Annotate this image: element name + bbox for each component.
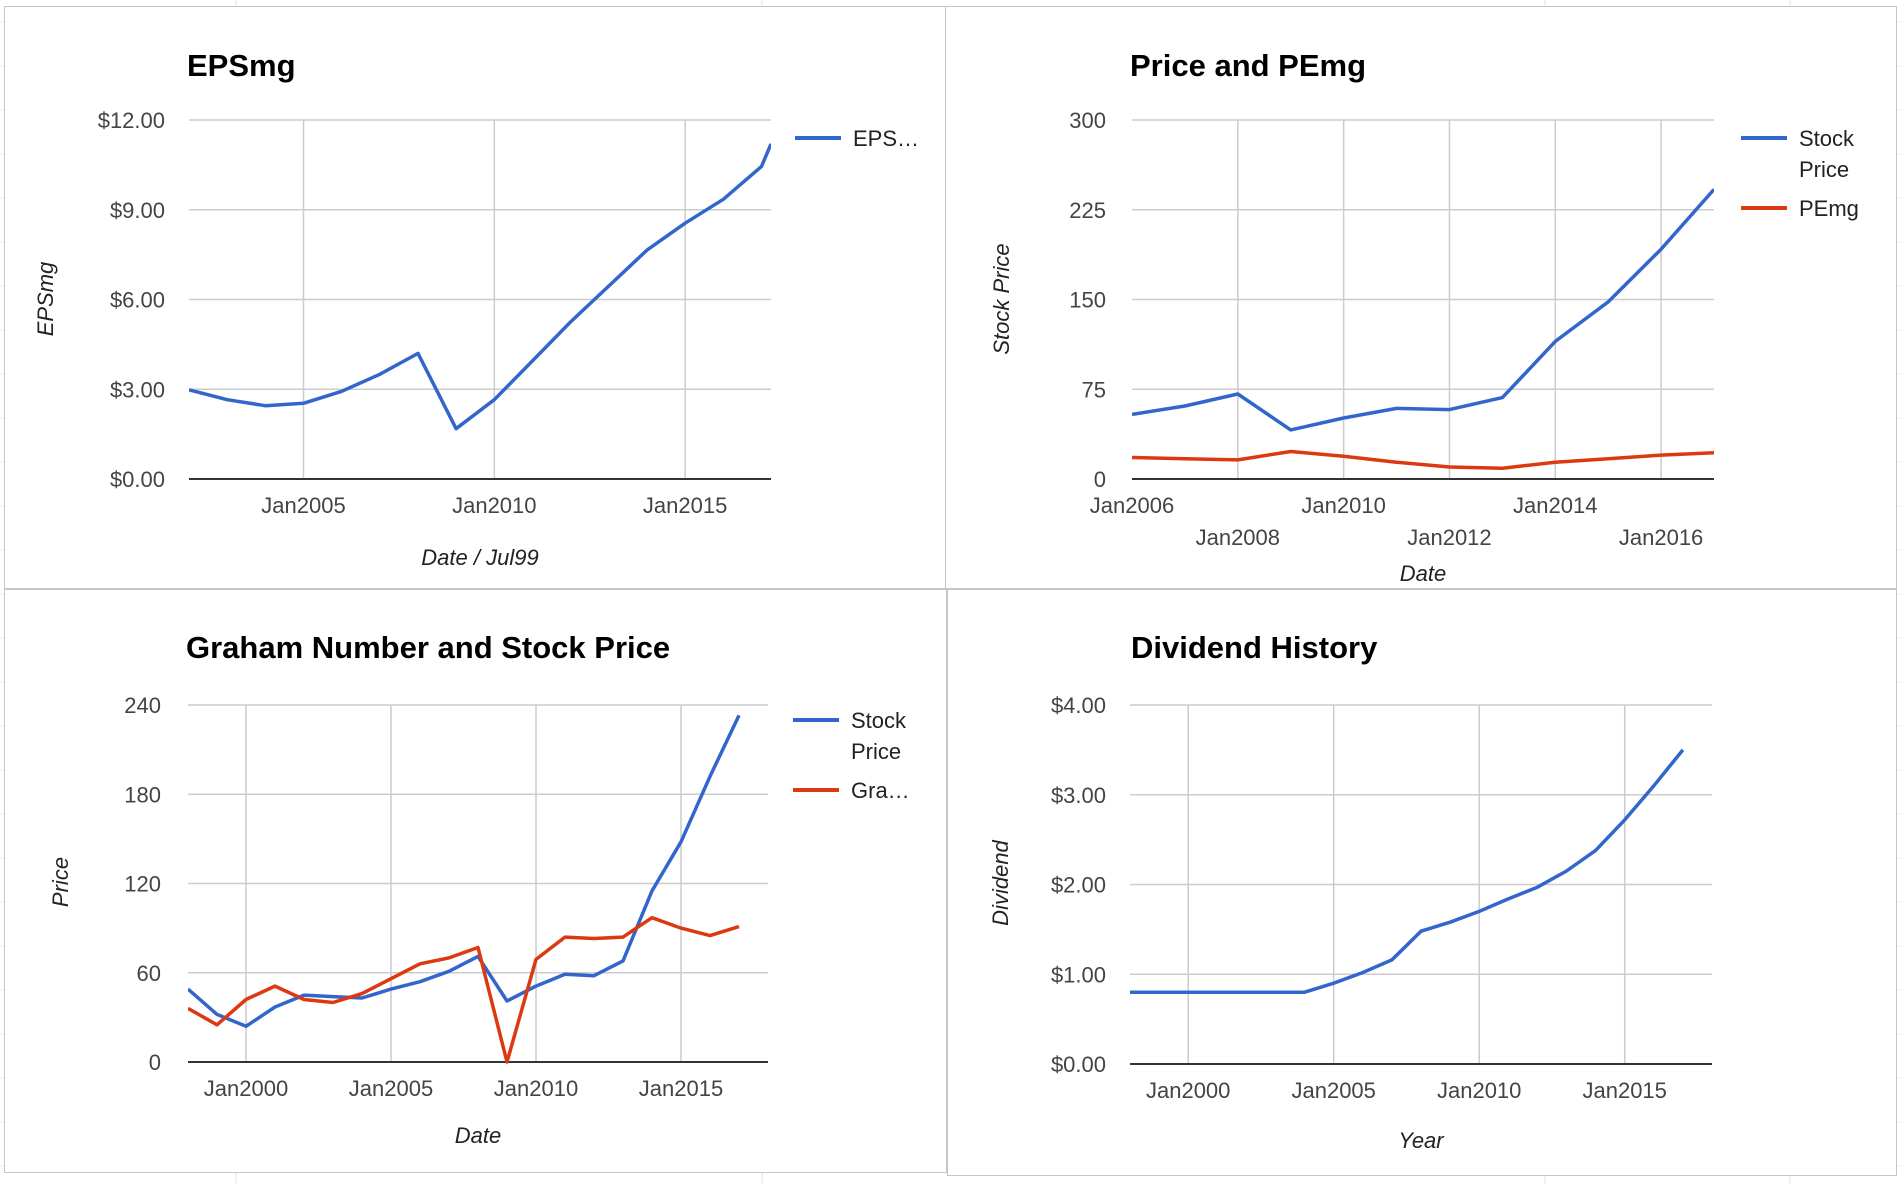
y-tick-label: 180	[124, 782, 161, 807]
x-tick-label: Jan2006	[1090, 493, 1174, 518]
x-tick-label: Jan2015	[643, 493, 727, 518]
y-tick-label: 0	[1094, 467, 1106, 492]
y-tick-label: 150	[1069, 288, 1106, 313]
legend-label: Stock	[1799, 126, 1855, 151]
chart-title: Price and PEmg	[1130, 48, 1366, 83]
y-tick-label: $4.00	[1051, 693, 1106, 718]
series-line-1[interactable]	[1132, 188, 1714, 432]
x-axis-label: Date	[455, 1123, 501, 1148]
series-line-2[interactable]	[188, 915, 740, 1064]
x-axis-label: Date / Jul99	[421, 545, 538, 570]
x-tick-label: Jan2014	[1513, 493, 1597, 518]
x-axis-label: Date	[1400, 561, 1446, 586]
series-line-1[interactable]	[188, 714, 741, 1029]
y-tick-label: $9.00	[110, 198, 165, 223]
legend-label: Gra…	[851, 778, 910, 803]
y-tick-label: 300	[1069, 108, 1106, 133]
x-tick-label: Jan2008	[1196, 525, 1280, 550]
y-tick-label: 240	[124, 693, 161, 718]
y-axis-label: Price	[48, 857, 73, 907]
x-tick-label: Jan2010	[452, 493, 536, 518]
y-tick-label: $1.00	[1051, 962, 1106, 987]
chart-svg: Price and PEmg 0 75 150 225 300 Jan2006 Jan2008…	[989, 48, 1859, 586]
y-tick-label: $0.00	[1051, 1052, 1106, 1077]
chart-panel-price-pemg[interactable]: Price and PEmg 0 75 150 225 300 Jan2006 Jan2008…	[945, 6, 1897, 589]
chart-panel-dividend-history[interactable]: Dividend History $0.00 $1.00 $2.00 $3.00 $4.0…	[947, 589, 1897, 1176]
x-tick-label: Jan2005	[349, 1076, 433, 1101]
y-tick-label: 60	[137, 961, 161, 986]
x-tick-label: Jan2005	[1291, 1078, 1375, 1103]
x-tick-label: Jan2010	[1437, 1078, 1521, 1103]
x-tick-label: Jan2000	[204, 1076, 288, 1101]
chart-title: Dividend History	[1131, 630, 1378, 665]
x-tick-label: Jan2005	[261, 493, 345, 518]
y-tick-label: $3.00	[110, 377, 165, 402]
x-axis-label: Year	[1398, 1128, 1445, 1153]
x-tick-label: Jan2012	[1407, 525, 1491, 550]
x-tick-label: Jan2015	[1582, 1078, 1666, 1103]
series-line-2[interactable]	[1132, 449, 1714, 470]
y-tick-label: $3.00	[1051, 783, 1106, 808]
x-tick-label: Jan2010	[1301, 493, 1385, 518]
series-line-1[interactable]	[189, 143, 771, 431]
chart-svg: Dividend History $0.00 $1.00 $2.00 $3.00 $4.0…	[988, 630, 1712, 1153]
chart-svg: EPSmg $0.00 $3.00 $6.00 $9.00 $12.00 Jan2005 Ja…	[33, 48, 919, 570]
y-tick-label: 0	[149, 1050, 161, 1075]
y-tick-label: $12.00	[98, 108, 165, 133]
y-tick-label: 120	[124, 872, 161, 897]
legend-label: Stock	[851, 708, 907, 733]
chart-panel-graham-number[interactable]: Graham Number and Stock Price 0 60 120 180 24…	[4, 589, 947, 1173]
x-tick-label: Jan2000	[1146, 1078, 1230, 1103]
legend-label: PEmg	[1799, 196, 1859, 221]
x-tick-label: Jan2015	[639, 1076, 723, 1101]
y-tick-label: $6.00	[110, 288, 165, 313]
y-axis-label: EPSmg	[33, 261, 58, 336]
y-tick-label: $0.00	[110, 467, 165, 492]
y-axis-label: Dividend	[988, 839, 1013, 925]
chart-title: Graham Number and Stock Price	[186, 630, 670, 665]
chart-svg: Graham Number and Stock Price 0 60 120 180 24…	[48, 630, 910, 1148]
chart-title: EPSmg	[187, 48, 296, 83]
y-tick-label: $2.00	[1051, 873, 1106, 898]
x-tick-label: Jan2016	[1619, 525, 1703, 550]
x-tick-label: Jan2010	[494, 1076, 578, 1101]
series-line-1[interactable]	[1130, 748, 1685, 994]
chart-panel-epsmg[interactable]: EPSmg $0.00 $3.00 $6.00 $9.00 $12.00 Jan2005 Ja…	[4, 6, 947, 589]
legend-label: Price	[1799, 157, 1849, 182]
legend-label: EPS…	[853, 126, 919, 151]
y-tick-label: 225	[1069, 198, 1106, 223]
y-tick-label: 75	[1082, 377, 1106, 402]
legend-label: Price	[851, 739, 901, 764]
y-axis-label: Stock Price	[989, 243, 1014, 354]
